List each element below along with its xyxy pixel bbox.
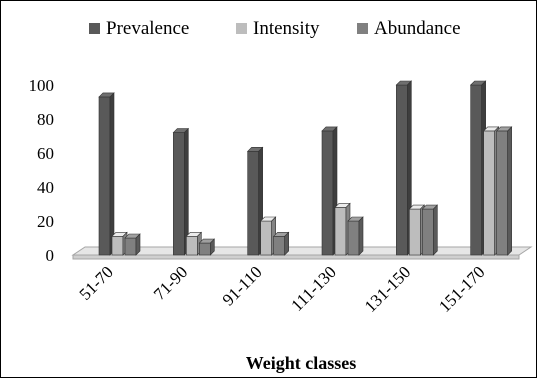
x-axis: 51-70 71-90 91-110 111-130 131-150 151-170 [76, 262, 489, 316]
x-tick-label: 51-70 [76, 262, 117, 303]
bar-abundance-71-90 [198, 238, 216, 256]
floor-top [71, 246, 533, 256]
bar-side [109, 92, 115, 256]
y-tick-label: 100 [29, 76, 55, 95]
bar-front [409, 208, 421, 256]
bar-front [334, 207, 347, 256]
bar-side [284, 231, 289, 256]
bar-front [496, 130, 508, 256]
bar-front [422, 208, 434, 256]
bar-abundance-111-130 [347, 216, 364, 256]
y-tick-label: 60 [37, 144, 54, 163]
bar-front [111, 236, 124, 256]
bars [98, 80, 513, 256]
chart-floor [71, 246, 533, 260]
bar-abundance-51-70 [124, 233, 141, 256]
bar-front [124, 237, 137, 256]
legend-label-abundance: Abundance [374, 18, 461, 39]
bar-front [273, 236, 285, 256]
legend-swatch-intensity [236, 23, 247, 34]
bar-front [396, 84, 408, 256]
bar-front [199, 242, 211, 256]
bar-side [358, 216, 364, 256]
bar-front [260, 220, 272, 256]
x-axis-title: Weight classes [246, 353, 357, 373]
legend-label-prevalence: Prevalence [106, 18, 189, 39]
y-tick-label: 0 [46, 246, 55, 265]
bar-abundance-151-170 [495, 126, 513, 256]
x-tick-label: 111-130 [287, 262, 340, 315]
bar-front [321, 130, 334, 256]
bar-front [173, 132, 185, 256]
bar-front [186, 236, 198, 256]
x-tick-label: 91-110 [219, 262, 266, 309]
legend-swatch-abundance [357, 23, 368, 34]
bar-prevalence-51-70 [98, 92, 115, 256]
bar-front [347, 220, 360, 256]
legend: Prevalence Intensity Abundance [89, 18, 461, 39]
bar-side [135, 233, 141, 256]
x-tick-label: 151-170 [435, 262, 489, 316]
y-axis: 0 20 40 60 80 100 [29, 76, 55, 265]
bar-front [247, 151, 259, 256]
bar-front [483, 130, 495, 256]
bar-front [470, 84, 482, 256]
y-tick-label: 80 [37, 110, 54, 129]
bar-side [507, 126, 512, 256]
x-tick-label: 71-90 [150, 262, 191, 303]
y-tick-label: 40 [37, 178, 54, 197]
x-tick-label: 131-150 [361, 262, 415, 316]
y-tick-label: 20 [37, 212, 54, 231]
bar-side [210, 238, 215, 256]
bar-abundance-91-110 [272, 231, 290, 256]
bar-side [433, 204, 438, 256]
bar-front [98, 96, 111, 256]
floor-front [72, 254, 520, 260]
legend-label-intensity: Intensity [253, 18, 320, 39]
legend-swatch-prevalence [89, 23, 100, 34]
bar-abundance-131-150 [421, 204, 439, 256]
bar-prevalence-71-90 [172, 127, 190, 256]
